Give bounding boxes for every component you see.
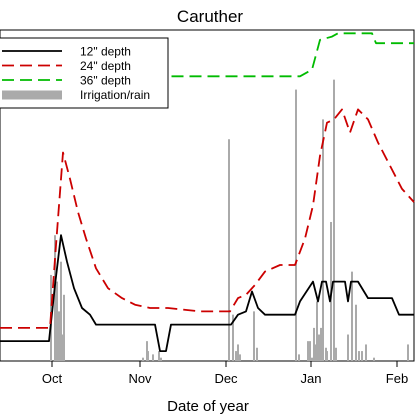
irrigation-bar-36 [347, 334, 349, 361]
irrigation-bar-24 [311, 357, 313, 361]
irrigation-bar-20 [295, 89, 297, 361]
irrigation-bar-22 [307, 341, 309, 361]
x-tick-label-3: Jan [301, 371, 322, 386]
legend-label-1: 24" depth [80, 59, 131, 73]
irrigation-bar-1 [54, 235, 56, 361]
irrigation-bars [50, 79, 409, 362]
irrigation-bar-42 [373, 357, 375, 361]
irrigation-bar-40 [361, 351, 363, 361]
irrigation-bar-34 [333, 79, 335, 362]
irrigation-bar-43 [407, 344, 409, 361]
irrigation-bar-41 [365, 344, 367, 361]
irrigation-bar-2 [56, 281, 58, 361]
irrigation-bar-30 [322, 119, 324, 362]
irrigation-bar-28 [318, 334, 320, 361]
irrigation-bar-9 [147, 351, 149, 361]
irrigation-bar-7 [142, 357, 144, 361]
irrigation-bar-4 [60, 261, 62, 361]
irrigation-bar-6 [63, 294, 65, 361]
series-line-2 [0, 108, 415, 329]
x-tick-label-0: Oct [42, 371, 63, 386]
irrigation-bar-19 [256, 347, 258, 361]
irrigation-bar-3 [58, 311, 60, 361]
irrigation-bar-13 [228, 139, 230, 361]
irrigation-bar-10 [152, 354, 154, 361]
irrigation-bar-38 [355, 304, 357, 361]
irrigation-bar-27 [316, 301, 318, 361]
irrigation-bar-23 [309, 341, 311, 361]
irrigation-bar-21 [298, 354, 300, 361]
legend-label-0: 12" depth [80, 45, 131, 59]
irrigation-bar-15 [235, 351, 237, 361]
irrigation-bar-16 [237, 344, 239, 361]
series-line-1 [0, 234, 414, 353]
irrigation-bar-5 [61, 334, 63, 361]
irrigation-bar-12 [160, 357, 162, 361]
irrigation-bar-11 [158, 351, 160, 361]
x-tick-label-1: Nov [128, 371, 152, 386]
irrigation-bar-25 [313, 327, 315, 361]
irrigation-bar-17 [239, 354, 241, 361]
irrigation-bar-29 [320, 327, 322, 361]
irrigation-bar-18 [253, 311, 255, 361]
irrigation-bar-35 [335, 347, 337, 361]
x-axis-label: Date of year [167, 398, 249, 415]
legend-label-3: Irrigation/rain [80, 88, 150, 102]
chart-title: Caruther [177, 7, 243, 26]
legend-label-2: 36" depth [80, 74, 131, 88]
x-tick-label-2: Dec [214, 371, 238, 386]
irrigation-bar-32 [326, 351, 328, 361]
legend-swatch-3 [2, 90, 62, 100]
x-tick-label-4: Feb [386, 371, 408, 386]
irrigation-bar-14 [232, 314, 234, 361]
x-axis-ticks: Oct Nov Dec Jan Feb [42, 361, 408, 386]
irrigation-bar-39 [358, 351, 360, 361]
plot-frame [0, 29, 415, 362]
irrigation-bar-37 [351, 271, 353, 361]
